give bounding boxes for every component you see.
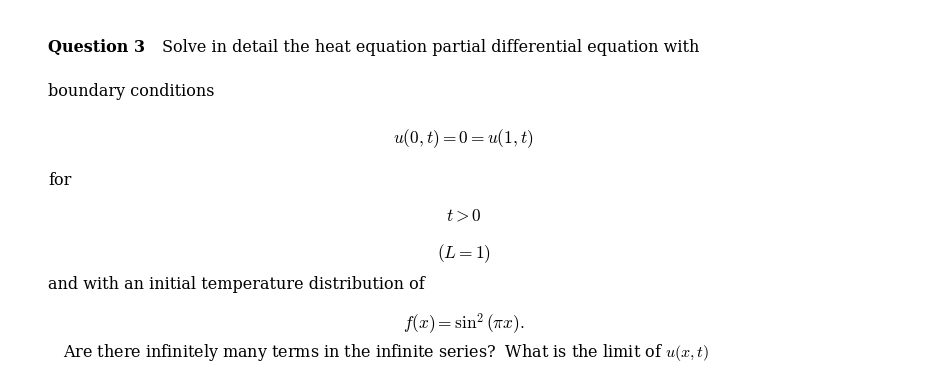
Text: for: for — [48, 172, 71, 189]
Text: Are there infinitely many terms in the infinite series?  What is the limit of $u: Are there infinitely many terms in the i… — [63, 342, 709, 363]
Text: $f(x) = \sin^2(\pi x).$: $f(x) = \sin^2(\pi x).$ — [402, 311, 525, 336]
Text: boundary conditions: boundary conditions — [48, 83, 215, 100]
Text: $u(0,t) = 0 = u(1,t)$: $u(0,t) = 0 = u(1,t)$ — [393, 128, 534, 150]
Text: Solve in detail the heat equation partial differential equation with: Solve in detail the heat equation partia… — [162, 39, 700, 56]
Text: Question 3: Question 3 — [48, 39, 146, 56]
Text: and with an initial temperature distribution of: and with an initial temperature distribu… — [48, 276, 425, 293]
Text: $(L = 1)$: $(L = 1)$ — [437, 242, 490, 265]
Text: $t > 0$: $t > 0$ — [446, 207, 481, 224]
